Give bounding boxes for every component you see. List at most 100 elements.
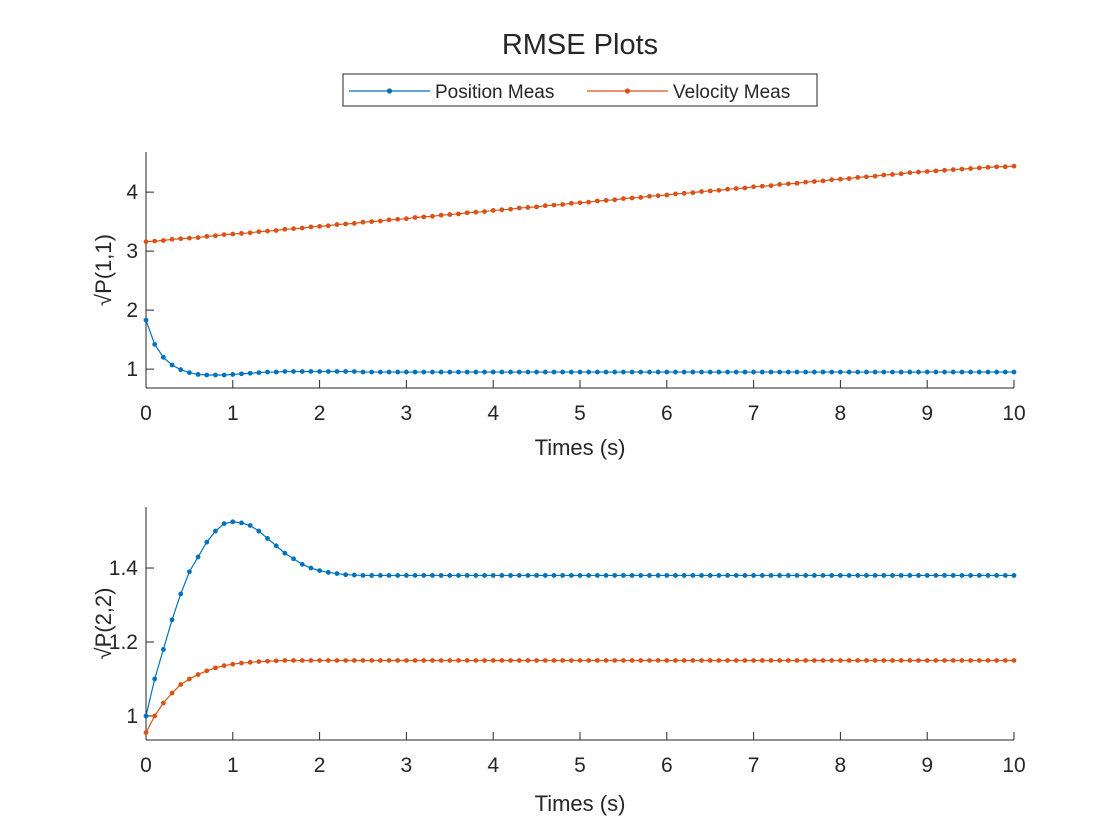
data-point: [785, 573, 791, 578]
data-point: [334, 222, 340, 227]
data-point: [221, 663, 227, 669]
data-point: [742, 369, 748, 375]
data-point: [994, 658, 1000, 663]
data-point: [143, 317, 149, 323]
legend-label-velocity: Velocity Meas: [673, 82, 790, 103]
data-point: [568, 658, 574, 663]
data-point: [647, 369, 652, 375]
data-point: [438, 573, 444, 578]
legend-box: [342, 73, 818, 107]
data-point: [664, 192, 670, 198]
data-point: [447, 573, 453, 578]
data-point: [152, 676, 158, 682]
data-point: [976, 165, 982, 171]
data-point: [621, 658, 626, 663]
data-point: [516, 658, 522, 663]
data-point: [664, 573, 670, 578]
data-point: [655, 369, 661, 375]
data-point: [811, 369, 817, 375]
data-point: [976, 573, 982, 578]
y-tick-label: 1.2: [109, 631, 138, 654]
data-point: [864, 573, 869, 578]
data-point: [690, 573, 696, 578]
data-point: [169, 690, 175, 696]
data-point: [881, 573, 887, 578]
data-point: [265, 369, 270, 375]
data-point: [716, 573, 722, 578]
data-point: [924, 573, 930, 578]
data-point: [386, 573, 392, 578]
data-point: [577, 658, 583, 663]
data-point: [490, 658, 496, 663]
data-point: [742, 573, 748, 578]
data-point: [256, 229, 262, 235]
data-point: [629, 195, 635, 201]
x-tick-label: 4: [487, 402, 499, 425]
data-point: [404, 573, 409, 578]
data-point: [377, 218, 383, 224]
data-point: [404, 216, 409, 222]
data-point: [534, 369, 539, 375]
data-point: [742, 185, 748, 191]
data-point: [560, 573, 566, 578]
data-point: [273, 543, 279, 549]
data-point: [421, 573, 427, 578]
data-point: [221, 521, 227, 527]
data-point: [690, 369, 696, 375]
data-point: [716, 658, 722, 663]
data-point: [664, 658, 670, 663]
data-point: [343, 572, 349, 578]
data-point: [542, 658, 548, 663]
data-point: [621, 369, 626, 375]
data-point: [525, 573, 531, 578]
data-point: [438, 658, 444, 663]
data-point: [160, 354, 166, 360]
data-point: [473, 209, 479, 215]
data-point: [187, 235, 192, 241]
data-point: [890, 172, 895, 177]
data-point: [213, 372, 218, 378]
y-tick-label: 3: [126, 240, 138, 263]
data-point: [351, 572, 357, 578]
data-point: [525, 369, 531, 375]
data-point: [377, 369, 383, 375]
data-point: [213, 665, 218, 671]
data-point: [160, 646, 166, 652]
data-point: [213, 233, 218, 239]
data-point: [395, 369, 401, 375]
data-point: [516, 205, 522, 211]
data-point: [1011, 573, 1017, 578]
x-tick-label: 7: [748, 402, 760, 425]
x-tick-label: 10: [1002, 754, 1025, 777]
data-point: [647, 658, 652, 663]
data-point: [594, 658, 600, 663]
data-point: [282, 369, 288, 374]
data-point: [985, 573, 991, 578]
data-point: [621, 196, 626, 202]
data-point: [187, 569, 192, 575]
data-point: [195, 235, 201, 240]
data-point: [794, 180, 800, 186]
data-point: [733, 573, 739, 578]
data-point: [438, 212, 444, 218]
data-point: [612, 658, 618, 663]
data-point: [386, 658, 392, 663]
data-point: [1002, 573, 1008, 578]
data-point: [308, 369, 314, 374]
data-point: [881, 658, 887, 663]
data-point: [369, 369, 375, 375]
data-point: [699, 658, 704, 663]
data-point: [638, 573, 644, 578]
data-point: [846, 658, 852, 663]
data-point: [716, 187, 722, 193]
data-point: [542, 203, 548, 209]
data-point: [239, 231, 244, 236]
data-point: [577, 573, 583, 578]
data-point: [325, 658, 331, 663]
data-point: [438, 369, 444, 375]
data-point: [195, 672, 201, 677]
data-point: [968, 658, 973, 663]
data-point: [221, 372, 227, 378]
data-point: [907, 658, 913, 663]
data-point: [950, 573, 956, 578]
